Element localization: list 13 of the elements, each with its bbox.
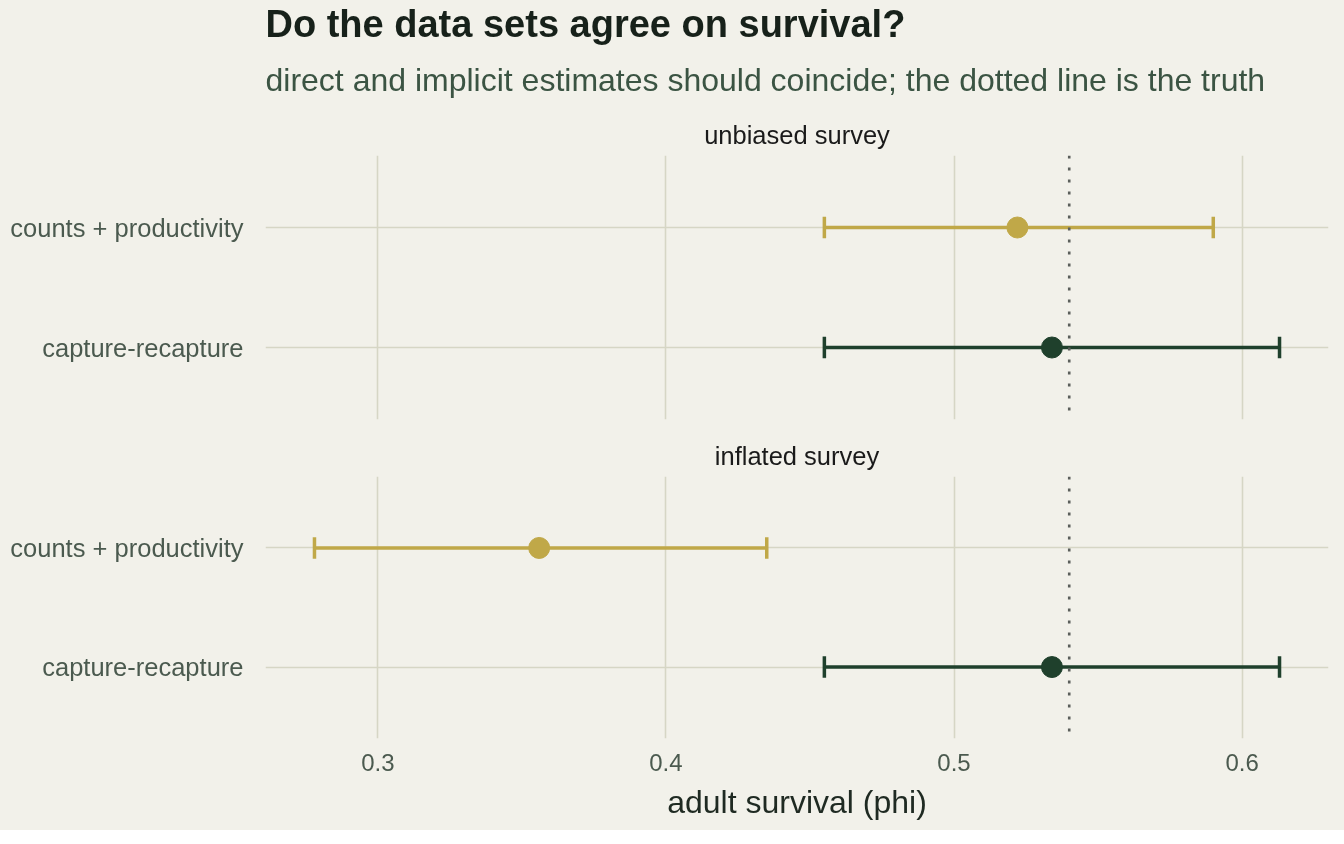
y-tick-label: capture-recapture bbox=[42, 333, 244, 362]
x-tick-label: 0.3 bbox=[361, 748, 395, 776]
x-tick-label: 0.4 bbox=[649, 748, 683, 776]
x-tick-label: 0.6 bbox=[1225, 748, 1259, 776]
y-tick-label: counts + productivity bbox=[10, 533, 244, 562]
y-tick-label: capture-recapture bbox=[42, 653, 244, 682]
y-tick-label: counts + productivity bbox=[10, 213, 244, 242]
x-axis-title: adult survival (phi) bbox=[667, 783, 927, 820]
chart-title: inflated survey bbox=[714, 441, 880, 470]
text: unbiased survey bbox=[704, 121, 891, 149]
chart-subtitle: direct and implicit estimates should coincide; the dotted line is the truth bbox=[265, 61, 1266, 98]
chart-title: Do the data sets agree on survival? bbox=[265, 2, 906, 45]
x-tick-label: 0.5 bbox=[937, 748, 971, 776]
